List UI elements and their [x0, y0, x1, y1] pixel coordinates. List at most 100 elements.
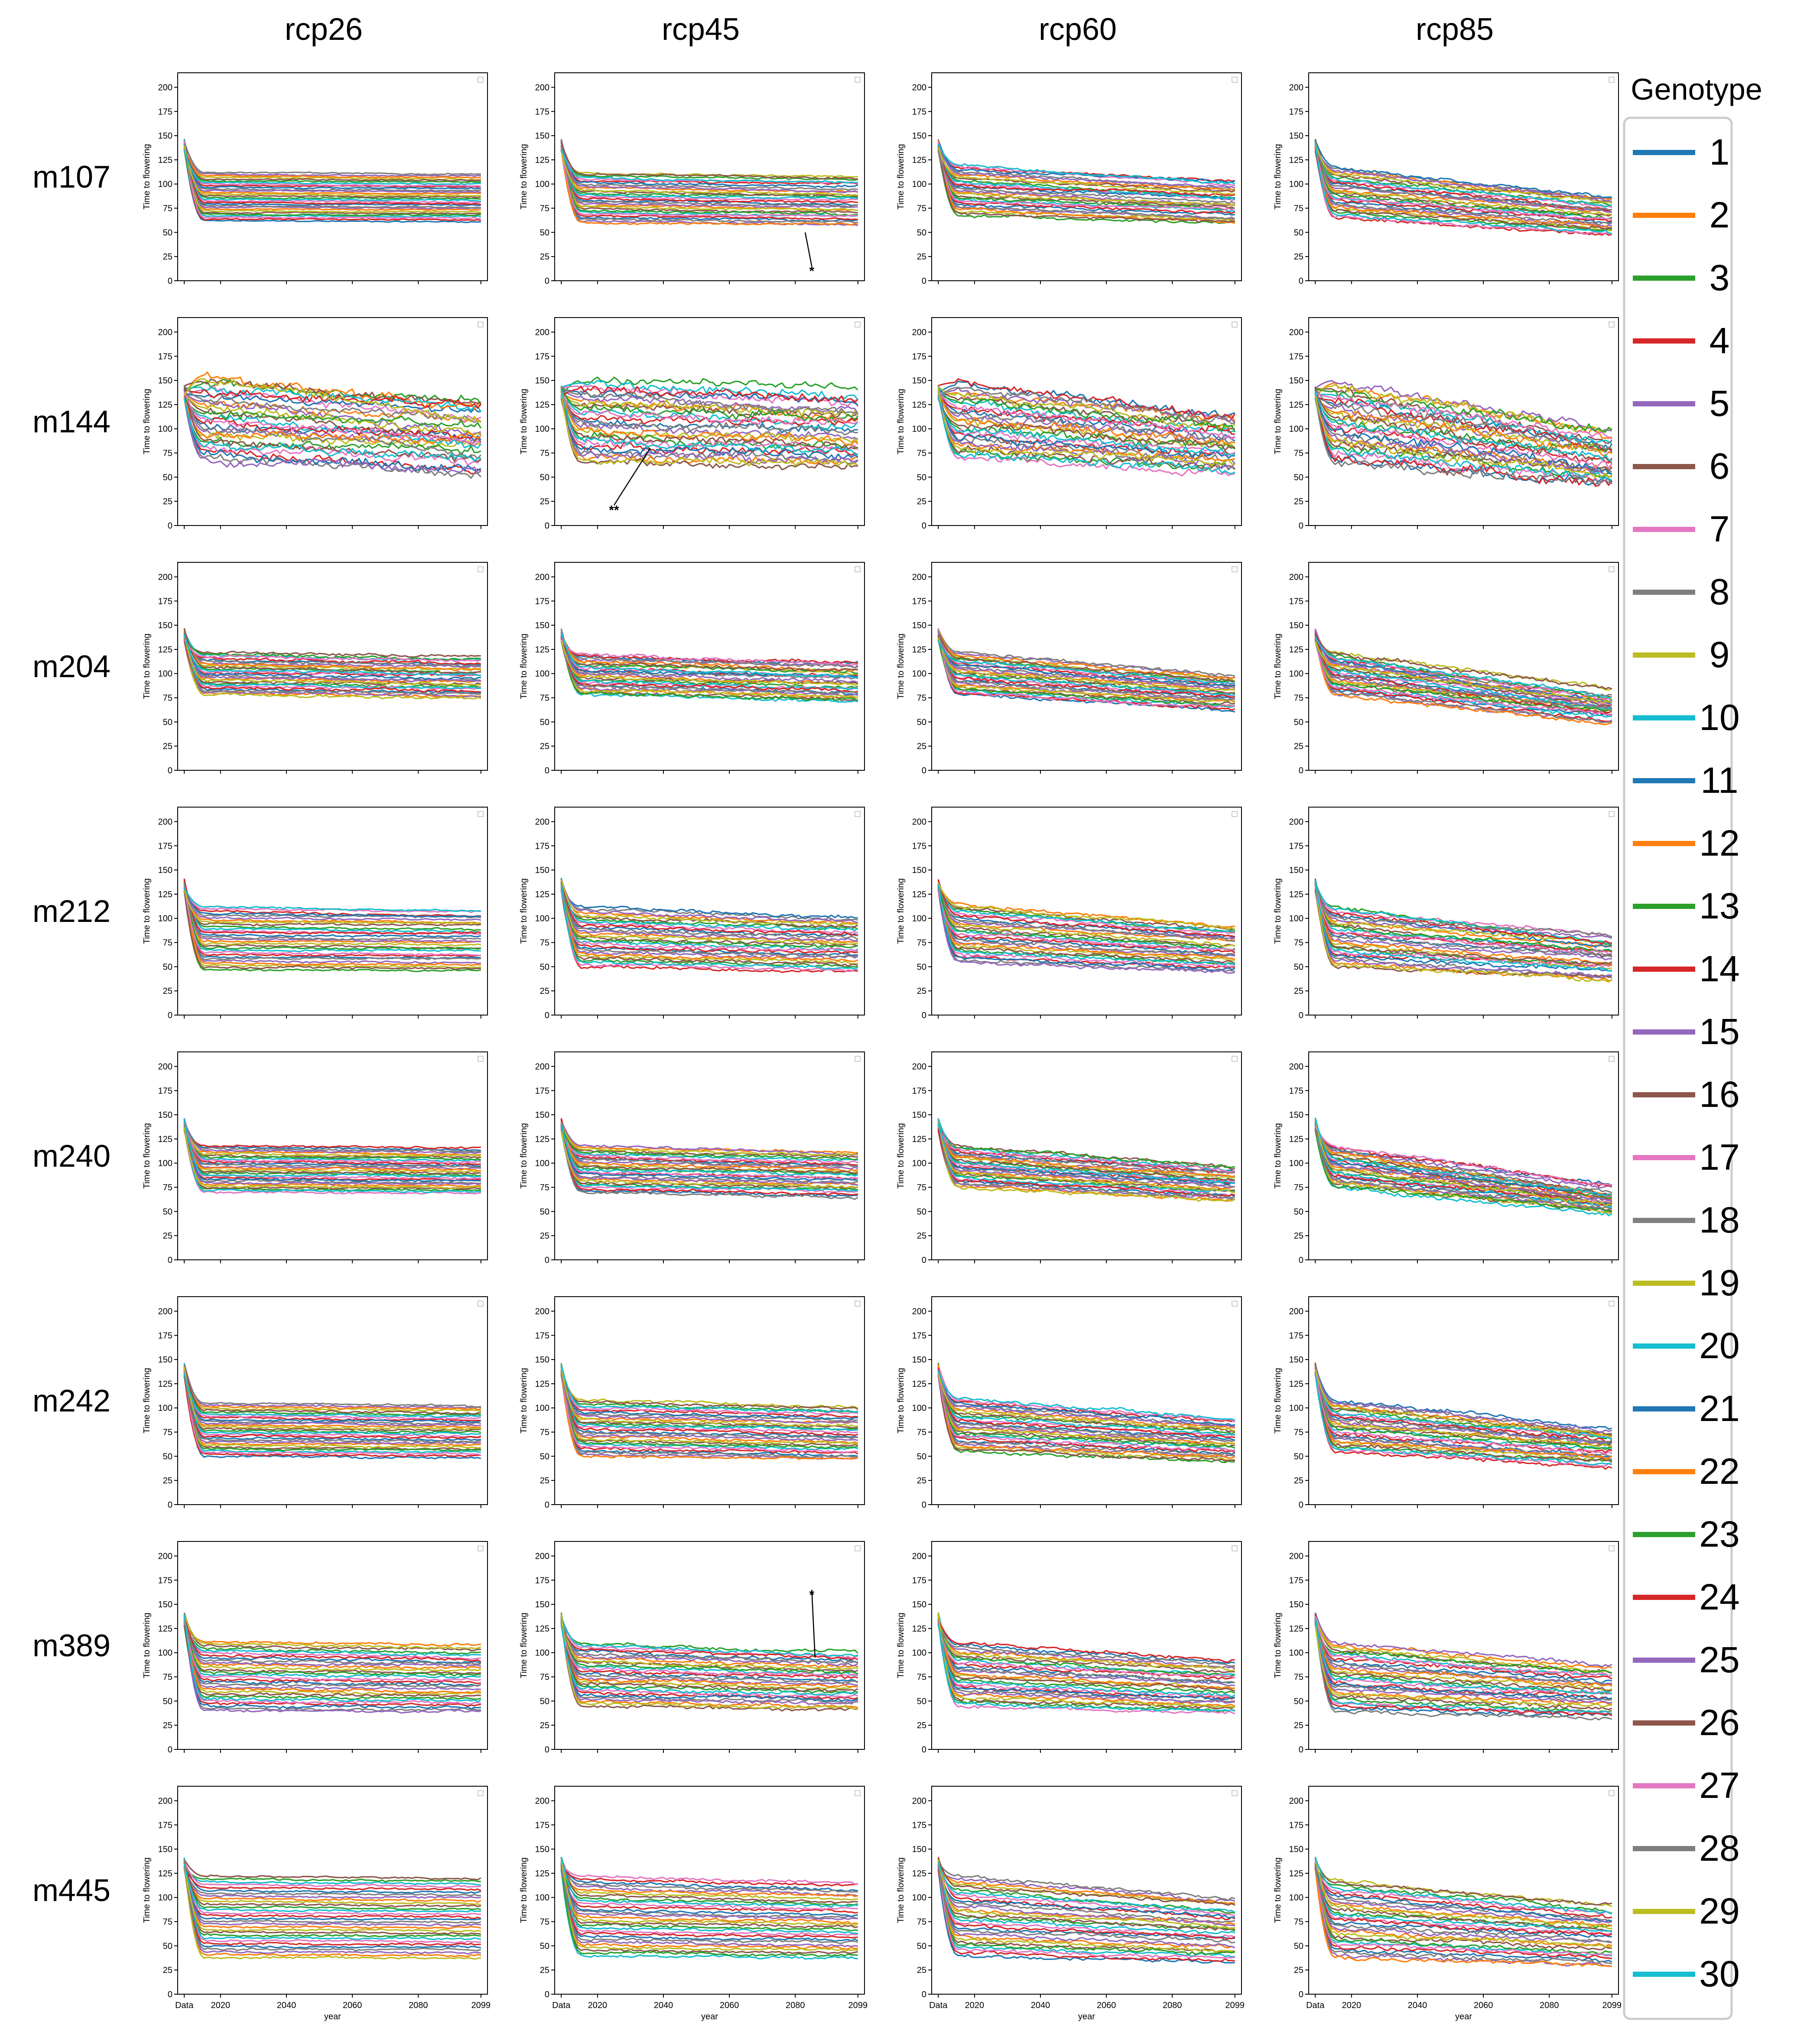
y-tick-label: 0 [922, 1256, 926, 1265]
series-line-genotype-11 [937, 1130, 1235, 1198]
series-line-genotype-22 [183, 1619, 481, 1694]
series-line-genotype-12 [560, 1860, 858, 1925]
panel-m212-rcp26: 0 25 50 75 100 125 150 175 200 Time to flowering [142, 807, 488, 1020]
y-tick-label: 125 [912, 156, 926, 165]
series-line-genotype-1 [183, 386, 482, 442]
series-line-genotype-28 [560, 883, 858, 941]
series-line-genotype-17 [183, 141, 481, 187]
y-tick-label: 200 [158, 1307, 172, 1316]
y-tick-label: 25 [917, 252, 926, 262]
y-axis-label: Time to flowering [142, 633, 152, 699]
panel-m107-rcp45: 0 25 50 75 100 125 150 175 200 Time to flowering [519, 72, 865, 286]
series-line-genotype-28 [938, 386, 1235, 425]
series-line-genotype-18 [1314, 1865, 1612, 1965]
series-line-genotype-2 [560, 1623, 858, 1668]
series-line-genotype-16 [183, 1375, 481, 1431]
series-line-genotype-19 [183, 140, 481, 213]
series-line-genotype-20 [560, 641, 858, 691]
series-line-genotype-28 [183, 1123, 481, 1153]
series-line-genotype-6 [937, 890, 1235, 948]
series-line-genotype-23 [560, 140, 858, 216]
series-line-genotype-27 [1314, 881, 1612, 955]
y-tick-label: 150 [158, 1600, 172, 1609]
series-line-genotype-14 [183, 640, 481, 665]
y-tick-label: 50 [163, 717, 172, 727]
y-tick-label: 100 [1289, 1404, 1303, 1413]
series-line-genotype-20 [937, 391, 1235, 474]
y-tick-label: 175 [1289, 352, 1303, 361]
series-line-genotype-4 [1314, 1367, 1612, 1470]
y-tick-label: 25 [1294, 742, 1303, 751]
series-line-genotype-22 [183, 146, 481, 179]
series-line-genotype-27 [183, 1118, 481, 1164]
series-line-genotype-3 [183, 1129, 481, 1192]
series-line-genotype-18 [560, 1129, 858, 1168]
series-line-genotype-22 [1314, 1869, 1612, 1967]
series-line-genotype-26 [937, 1126, 1235, 1181]
y-tick-label: 200 [535, 1551, 549, 1561]
series-line-genotype-24 [560, 1369, 858, 1436]
panel-m107-rcp26: 0 25 50 75 100 125 150 175 200 Time to flowering [142, 72, 488, 286]
y-tick-label: 200 [1289, 1796, 1303, 1806]
y-tick-label: 75 [163, 1917, 172, 1927]
series-line-genotype-15 [560, 141, 858, 208]
series-line-genotype-14 [1315, 396, 1612, 451]
legend-label-genotype-30: 30 [1699, 1953, 1739, 1994]
panel-m107-rcp60: 0 25 50 75 100 125 150 175 200 Time to flowering [896, 72, 1242, 286]
series-line-genotype-30 [937, 398, 1235, 457]
series-line-genotype-27 [937, 142, 1235, 211]
series-line-genotype-18 [1314, 1365, 1612, 1457]
series-line-genotype-30 [560, 149, 858, 184]
row-label-m242: m242 [32, 1384, 110, 1418]
y-tick-label: 0 [545, 766, 549, 775]
series-line-genotype-5 [937, 1613, 1235, 1687]
y-tick-label: 25 [917, 1476, 926, 1486]
y-tick-label: 150 [158, 621, 172, 630]
series-line-genotype-23 [1314, 1366, 1612, 1450]
y-tick-label: 50 [1294, 1207, 1303, 1217]
y-tick-label: 25 [917, 742, 926, 751]
series-line-genotype-28 [183, 1859, 481, 1952]
series-line-genotype-29 [1314, 1857, 1612, 1930]
y-tick-label: 50 [163, 473, 172, 482]
series-line-genotype-18 [937, 629, 1235, 677]
panel-m445-rcp45: 0 25 50 75 100 125 150 175 200 Time to flowering D… [519, 1786, 868, 2021]
series-line-genotype-26 [1314, 883, 1612, 966]
series-line-genotype-27 [561, 1864, 858, 1885]
series-line-genotype-30 [560, 884, 858, 970]
legend-placeholder-box [1609, 566, 1615, 572]
legend-label-genotype-25: 25 [1699, 1639, 1739, 1680]
series-line-genotype-22 [183, 630, 481, 672]
plot-frame [1308, 1296, 1619, 1505]
y-tick-label: 100 [912, 180, 926, 189]
legend-placeholder-box [1232, 321, 1238, 328]
series-line-genotype-19 [937, 886, 1235, 947]
series-line-genotype-24 [183, 878, 481, 935]
series-line-genotype-27 [183, 885, 481, 957]
series-line-genotype-3 [183, 1867, 481, 1937]
series-line-genotype-24 [937, 879, 1235, 938]
y-axis-label: Time to flowering [896, 1857, 906, 1923]
series-line-genotype-4 [560, 1862, 858, 1914]
legend-placeholder-box [855, 1790, 861, 1796]
series-line-genotype-21 [1314, 1365, 1612, 1430]
panel-m240-rcp26: 0 25 50 75 100 125 150 175 200 Time to flowering [142, 1051, 488, 1265]
y-tick-label: 25 [540, 742, 549, 751]
series-line-genotype-21 [560, 886, 858, 919]
series-line-genotype-29 [183, 635, 481, 687]
series-line-genotype-4 [560, 879, 858, 973]
series-line-genotype-24 [937, 148, 1235, 196]
series-line-genotype-19 [183, 885, 481, 947]
series-line-genotype-4 [183, 1366, 481, 1421]
y-tick-label: 25 [1294, 497, 1303, 506]
series-line-genotype-7 [1314, 1362, 1612, 1438]
y-tick-label: 200 [158, 817, 172, 827]
series-line-genotype-25 [560, 1869, 858, 1920]
series-line-genotype-22 [560, 879, 858, 962]
panel-m242-rcp85: 0 25 50 75 100 125 150 175 200 Time to flowering [1273, 1296, 1619, 1510]
series-line-genotype-18 [183, 1367, 481, 1408]
y-tick-label: 125 [1289, 400, 1303, 410]
series-line-genotype-24 [560, 1623, 858, 1661]
series-line-genotype-26 [183, 891, 481, 970]
legend-label-genotype-12: 12 [1699, 823, 1739, 863]
